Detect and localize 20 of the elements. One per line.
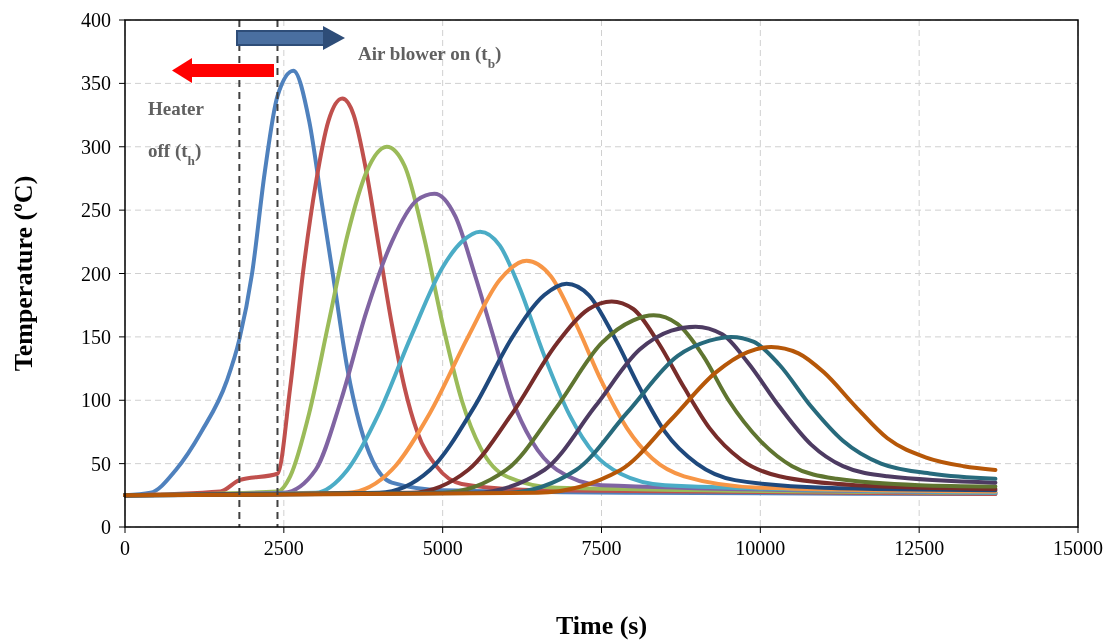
y-tick-label: 150 xyxy=(81,325,111,348)
y-tick-label: 50 xyxy=(91,452,111,475)
y-tick-label: 200 xyxy=(81,262,111,285)
annotation: Heater off (t$_{h}$) xyxy=(148,98,205,168)
y-tick-label: 250 xyxy=(81,199,111,222)
x-tick-label: 5000 xyxy=(422,537,463,559)
x-tick-label: 2500 xyxy=(263,537,304,559)
x-tick-label: 10000 xyxy=(735,537,786,559)
x-axis-title: Time (s) xyxy=(555,611,648,640)
x-tick-label: 0 xyxy=(120,537,130,559)
y-axis-title: Temperature (ºC) xyxy=(9,175,38,372)
y-tick-label: 100 xyxy=(81,389,111,412)
x-tick-label: 12500 xyxy=(894,537,945,559)
y-tick-label: 350 xyxy=(81,72,111,95)
y-tick-label: 400 xyxy=(81,9,111,31)
y-tick-label: 300 xyxy=(81,135,111,158)
annotation: Air blower on (t$_{b}$) xyxy=(358,43,502,71)
x-tick-label: 7500 xyxy=(581,537,622,559)
x-tick-label: 15000 xyxy=(1053,537,1103,559)
y-tick-label: 0 xyxy=(101,516,111,538)
